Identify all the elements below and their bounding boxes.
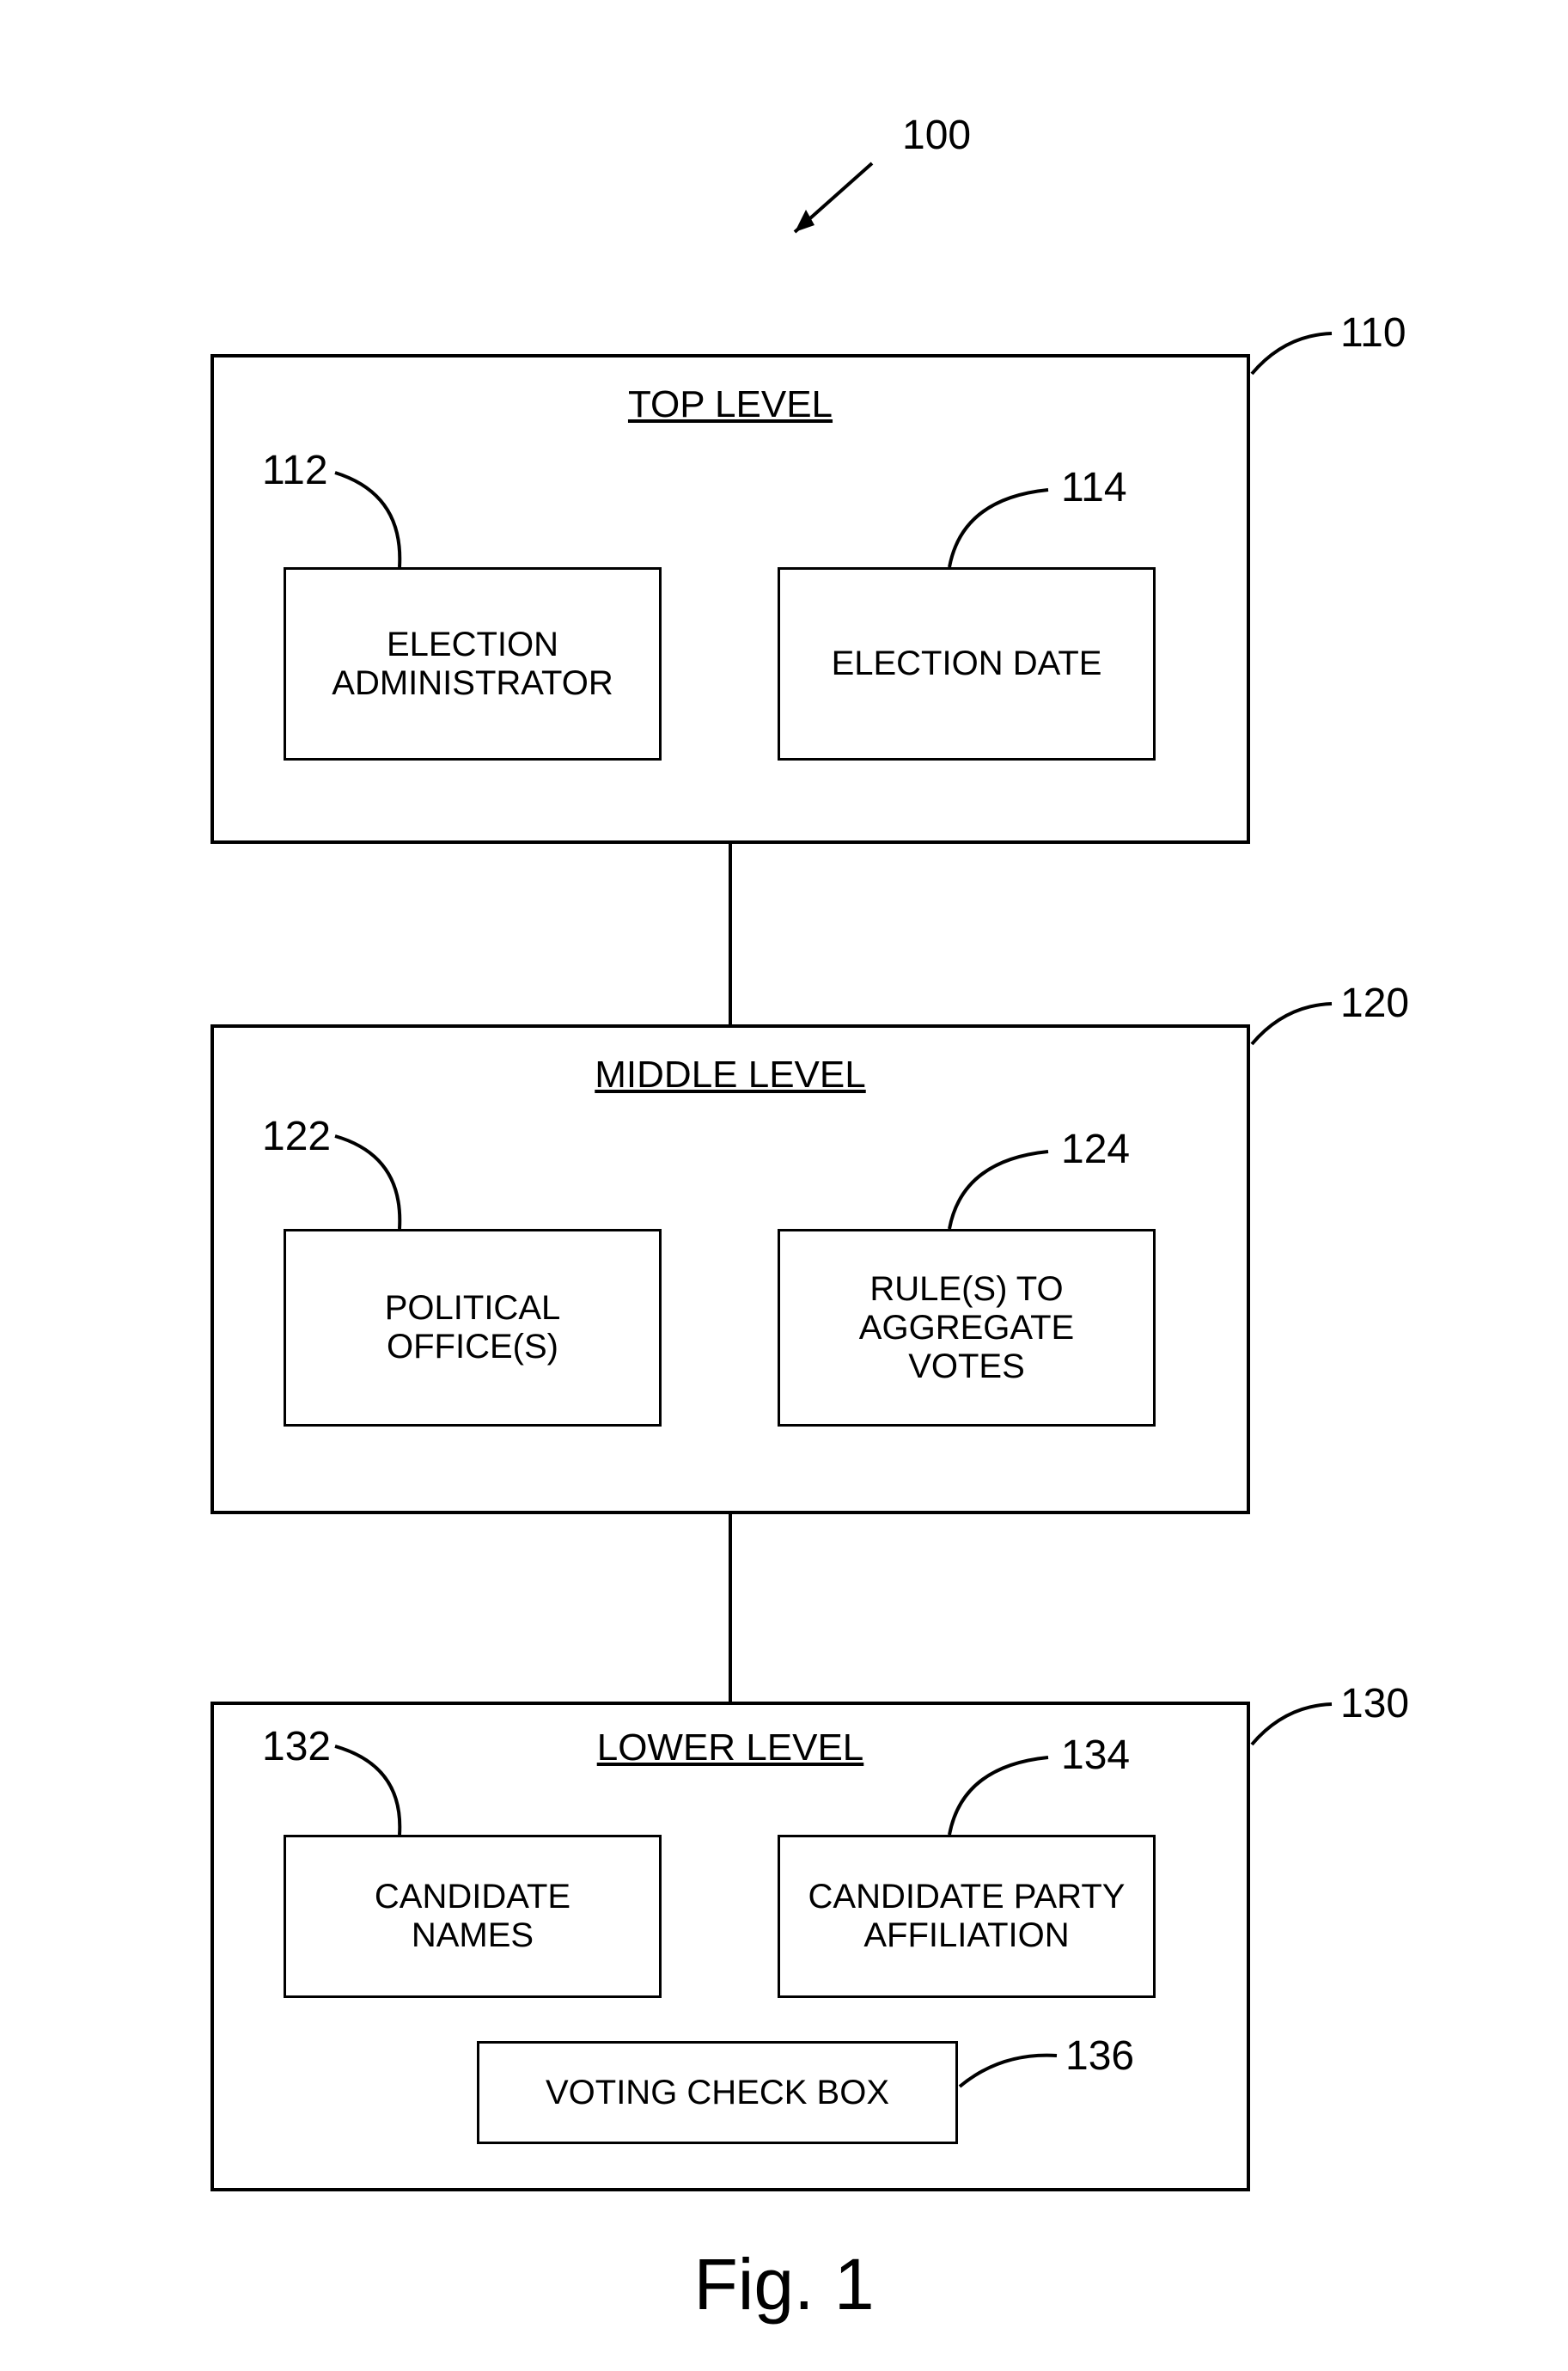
top-level-title: TOP LEVEL (214, 383, 1247, 426)
figure-page: 100 TOP LEVEL 110 ELECTION ADMINISTRATOR… (0, 0, 1568, 2371)
voting-checkbox-label: VOTING CHECK BOX (546, 2074, 889, 2112)
rules-aggregate-label: RULE(S) TO AGGREGATE VOTES (859, 1270, 1074, 1386)
lead-132 (326, 1736, 438, 1835)
ref-112: 112 (262, 447, 328, 494)
election-admin-label: ELECTION ADMINISTRATOR (332, 626, 613, 703)
ref-136: 136 (1065, 2032, 1134, 2080)
figure-caption: Fig. 1 (0, 2243, 1568, 2326)
connector-middle-lower (729, 1514, 732, 1702)
candidate-names-box: CANDIDATE NAMES (284, 1835, 662, 1998)
ref-124: 124 (1061, 1126, 1130, 1173)
ref-120: 120 (1340, 980, 1409, 1027)
political-offices-box: POLITICAL OFFICE(S) (284, 1229, 662, 1427)
lead-136 (958, 2045, 1065, 2101)
lead-130 (1250, 1697, 1353, 1766)
election-admin-box: ELECTION ADMINISTRATOR (284, 567, 662, 761)
lead-122 (326, 1126, 438, 1229)
lead-114 (941, 477, 1061, 567)
election-date-box: ELECTION DATE (778, 567, 1156, 761)
rules-aggregate-box: RULE(S) TO AGGREGATE VOTES (778, 1229, 1156, 1427)
political-offices-label: POLITICAL OFFICE(S) (385, 1289, 561, 1366)
lead-120 (1250, 997, 1353, 1066)
ref-114: 114 (1061, 464, 1127, 511)
lead-134 (941, 1745, 1061, 1835)
lead-112 (326, 460, 438, 567)
arrow-100 (773, 155, 885, 249)
connector-top-middle (729, 844, 732, 1024)
candidate-party-box: CANDIDATE PARTY AFFILIATION (778, 1835, 1156, 1998)
candidate-party-label: CANDIDATE PARTY AFFILIATION (808, 1878, 1126, 1955)
ref-132: 132 (262, 1723, 331, 1770)
ref-130: 130 (1340, 1680, 1409, 1727)
ref-122: 122 (262, 1113, 331, 1160)
voting-checkbox-box: VOTING CHECK BOX (477, 2041, 958, 2144)
lead-110 (1250, 327, 1353, 395)
lead-124 (941, 1139, 1061, 1229)
ref-134: 134 (1061, 1732, 1130, 1779)
candidate-names-label: CANDIDATE NAMES (375, 1878, 570, 1955)
ref-100: 100 (902, 112, 971, 159)
ref-110: 110 (1340, 309, 1406, 357)
election-date-label: ELECTION DATE (832, 645, 1102, 683)
middle-level-title: MIDDLE LEVEL (214, 1054, 1247, 1097)
